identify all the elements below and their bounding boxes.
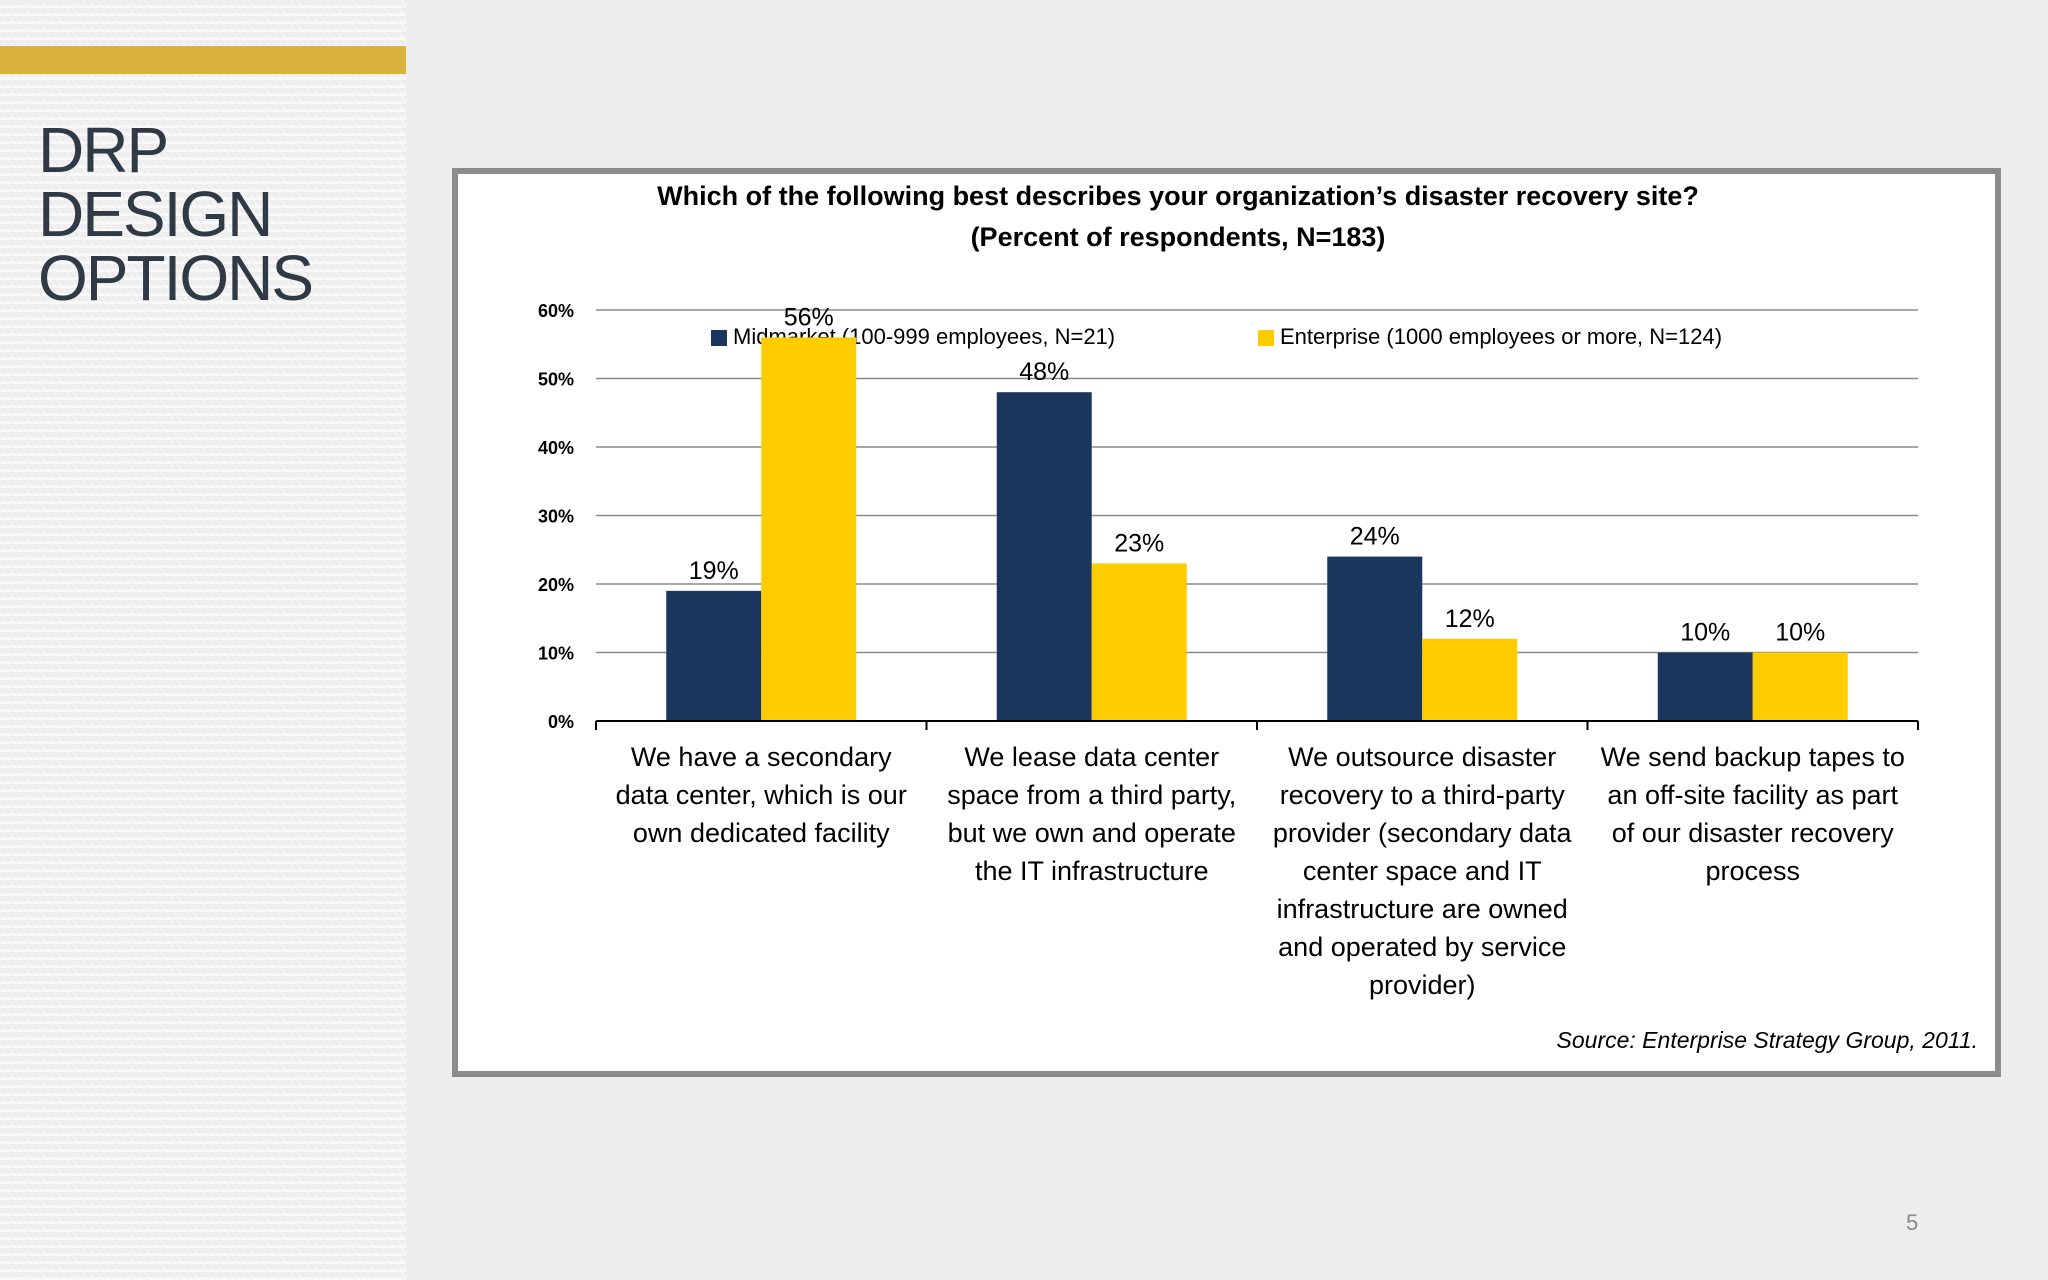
chart-source: Source: Enterprise Strategy Group, 2011. (1557, 1027, 1978, 1053)
bar (1657, 652, 1753, 721)
chart-frame: Which of the following best describes yo… (452, 168, 2001, 1077)
x-category-label: and operated by service (1278, 932, 1566, 962)
y-tick-label: 40% (538, 438, 574, 458)
bar (1422, 638, 1518, 721)
x-category-label: We have a secondary (631, 742, 892, 772)
x-category-label: We lease data center (964, 742, 1219, 772)
x-category-label: own dedicated facility (633, 818, 890, 848)
y-tick-label: 0% (548, 712, 574, 732)
y-tick-label: 20% (538, 575, 574, 595)
x-category-label: center space and IT (1303, 856, 1542, 886)
x-category-label: provider (secondary data (1273, 818, 1573, 848)
y-tick-label: 30% (538, 507, 574, 527)
bar (1752, 652, 1848, 721)
data-label: 19% (689, 557, 739, 585)
x-category-label: process (1705, 856, 1800, 886)
data-label: 12% (1445, 605, 1495, 633)
sidebar-panel: DRP DESIGN OPTIONS (0, 0, 406, 1280)
bar (1091, 563, 1187, 721)
slide-title-line: OPTIONS (38, 242, 314, 314)
data-label: 48% (1019, 358, 1069, 386)
x-category-label: provider) (1369, 970, 1476, 1000)
y-tick-label: 60% (538, 301, 574, 321)
x-category-label: data center, which is our (616, 780, 907, 810)
x-category-label: but we own and operate (948, 818, 1236, 848)
x-category-label: an off-site facility as part (1607, 780, 1898, 810)
bar (1327, 556, 1423, 721)
bar-chart: Which of the following best describes yo… (538, 181, 1978, 1053)
legend-swatch (1258, 330, 1274, 346)
data-label: 56% (784, 303, 834, 331)
x-category-label: infrastructure are owned (1277, 894, 1568, 924)
x-category-label: We send backup tapes to (1601, 742, 1905, 772)
x-category-label: recovery to a third-party (1280, 780, 1566, 810)
slide-title: DRP DESIGN OPTIONS (38, 114, 314, 314)
y-tick-label: 10% (538, 644, 574, 664)
chart-title: Which of the following best describes yo… (657, 181, 1699, 211)
y-tick-label: 50% (538, 370, 574, 390)
accent-bar (0, 46, 406, 74)
legend-label: Enterprise (1000 employees or more, N=12… (1280, 324, 1722, 349)
data-label: 10% (1680, 619, 1730, 647)
data-label: 23% (1114, 529, 1164, 557)
bar (761, 337, 857, 721)
x-category-label: space from a third party, (947, 780, 1236, 810)
bar (666, 590, 762, 721)
chart-subtitle: (Percent of respondents, N=183) (971, 222, 1386, 252)
x-category-label: the IT infrastructure (975, 856, 1209, 886)
legend-swatch (711, 330, 727, 346)
data-label: 24% (1350, 523, 1400, 551)
page-number: 5 (1906, 1210, 1919, 1235)
slide-title-line: DRP (38, 114, 169, 186)
data-label: 10% (1775, 619, 1825, 647)
x-category-label: We outsource disaster (1288, 742, 1556, 772)
slide-title-line: DESIGN (38, 178, 273, 250)
x-category-label: of our disaster recovery (1612, 818, 1895, 848)
bar (996, 392, 1092, 721)
